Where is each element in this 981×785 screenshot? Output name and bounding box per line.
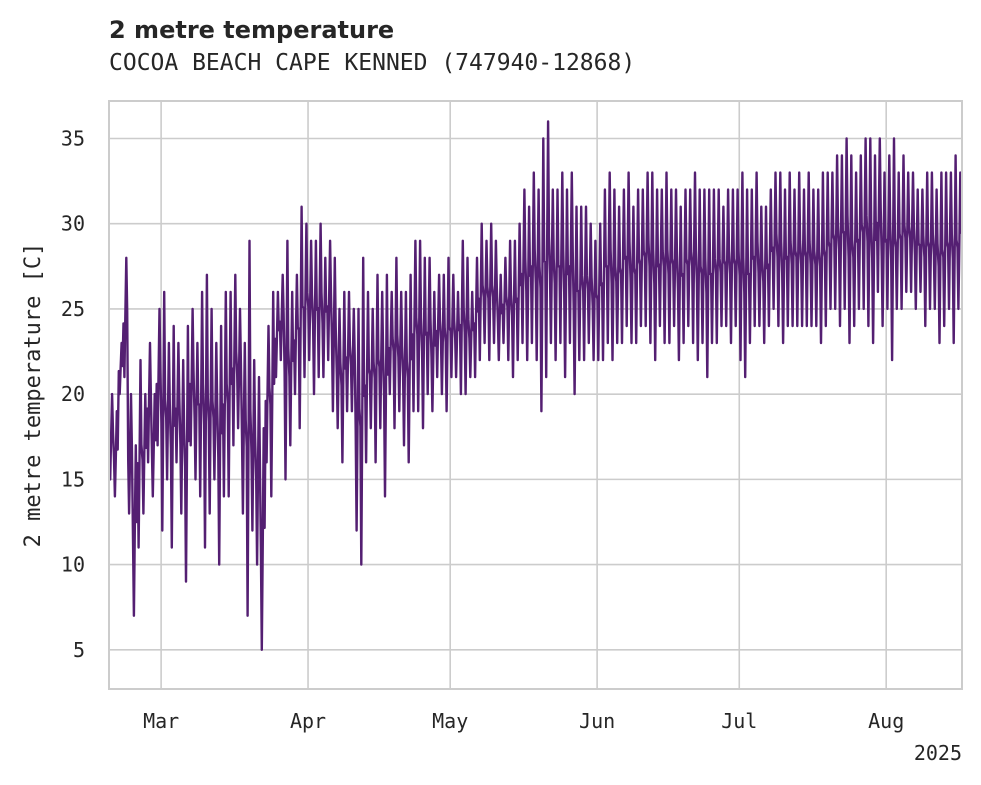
y-tick-label: 35	[61, 126, 85, 150]
plot-frame	[108, 100, 963, 690]
x-tick-label: Aug	[868, 709, 904, 733]
y-tick-label: 30	[61, 212, 85, 236]
y-tick-label: 15	[61, 467, 85, 491]
y-axis-label: 2 metre temperature [C]	[21, 243, 46, 548]
x-tick-label: Apr	[290, 709, 326, 733]
y-tick-label: 25	[61, 297, 85, 321]
x-tick-label: Jun	[579, 709, 615, 733]
y-tick-label: 5	[73, 638, 85, 662]
x-tick-label: Mar	[143, 709, 179, 733]
axis-ticks: 5 10 15 20 25 30 35 Mar Apr May Jun Jul Aug	[61, 126, 904, 733]
x-axis-year-label: 2025	[914, 741, 962, 765]
chart-subtitle: COCOA BEACH CAPE KENNED (747940-12868)	[109, 50, 636, 76]
chart-title: 2 metre temperature	[109, 16, 395, 44]
x-tick-label: Jul	[721, 709, 757, 733]
temperature-line	[108, 120, 963, 651]
x-tick-label: May	[432, 709, 468, 733]
y-tick-label: 10	[61, 553, 85, 577]
y-tick-label: 20	[61, 382, 85, 406]
